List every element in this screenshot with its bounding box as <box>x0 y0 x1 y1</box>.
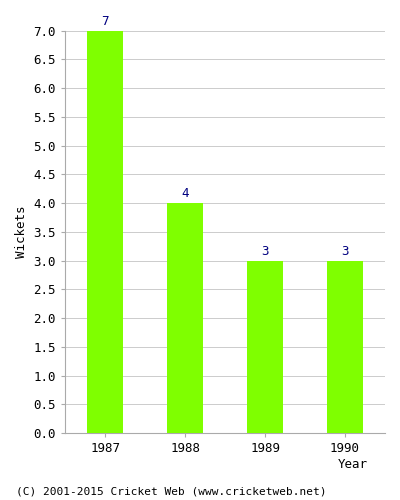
Text: 4: 4 <box>181 188 189 200</box>
Text: 7: 7 <box>101 15 109 28</box>
Bar <box>167 203 203 433</box>
Bar <box>87 31 123 433</box>
Text: 3: 3 <box>341 244 349 258</box>
Text: (C) 2001-2015 Cricket Web (www.cricketweb.net): (C) 2001-2015 Cricket Web (www.cricketwe… <box>16 487 326 497</box>
Text: Year: Year <box>338 458 368 470</box>
Y-axis label: Wickets: Wickets <box>15 206 28 258</box>
Text: 3: 3 <box>261 244 269 258</box>
Bar <box>327 260 363 433</box>
Bar <box>247 260 283 433</box>
